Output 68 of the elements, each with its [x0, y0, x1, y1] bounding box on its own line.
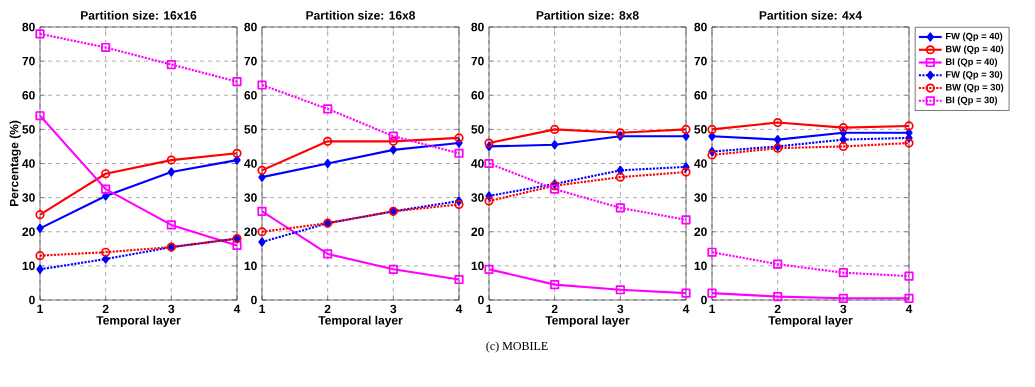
- y-tick-label: 50: [22, 125, 35, 134]
- y-tick-label: 60: [244, 91, 257, 100]
- x-tick-label: 4: [233, 304, 241, 313]
- y-tick-label: 60: [471, 91, 484, 100]
- x-tick-label: 1: [486, 304, 493, 313]
- chart-title: Partition size: 4x4: [759, 10, 863, 20]
- y-tick-label: 80: [244, 22, 257, 32]
- y-tick-label: 70: [22, 56, 35, 66]
- y-axis-title: Percentage (%): [9, 120, 21, 207]
- y-tick-label: 30: [244, 193, 257, 202]
- legend-label: BW (Qp = 30): [946, 83, 1004, 93]
- y-tick-label: 20: [22, 227, 35, 237]
- y-tick-label: 70: [694, 56, 707, 66]
- x-tick-label: 2: [551, 304, 558, 314]
- y-tick-label: 40: [471, 159, 484, 168]
- y-tick-label: 30: [22, 193, 35, 202]
- x-tick-label: 1: [259, 304, 266, 313]
- x-tick-label: 3: [390, 304, 397, 314]
- legend-label: FW (Qp = 30): [946, 70, 1003, 80]
- y-tick-label: 60: [22, 91, 35, 100]
- y-tick-label: 10: [471, 261, 484, 271]
- y-tick-label: 30: [694, 193, 707, 202]
- y-tick-label: 10: [694, 261, 707, 271]
- y-tick-label: 10: [244, 261, 257, 271]
- x-tick-label: 3: [840, 304, 847, 314]
- y-tick-label: 0: [701, 295, 707, 305]
- y-tick-label: 20: [244, 227, 257, 237]
- legend-label: FW (Qp = 40): [946, 32, 1003, 42]
- x-axis-title: Temporal layer: [96, 315, 181, 327]
- y-tick-label: 40: [22, 159, 35, 168]
- x-tick-label: 4: [905, 304, 913, 313]
- y-tick-label: 0: [251, 295, 257, 305]
- y-tick-label: 80: [694, 22, 707, 32]
- y-tick-label: 20: [694, 227, 707, 237]
- x-axis-title: Temporal layer: [545, 315, 630, 327]
- y-tick-label: 0: [478, 295, 484, 305]
- x-tick-label: 4: [455, 304, 463, 313]
- text: (c) MOBILE: [486, 341, 548, 353]
- x-tick-label: 3: [617, 304, 624, 314]
- x-axis-title: Temporal layer: [768, 315, 853, 327]
- legend-label: BI (Qp = 40): [946, 58, 998, 67]
- x-tick-label: 1: [37, 304, 44, 313]
- x-tick-label: 1: [709, 304, 716, 313]
- x-axis-title: Temporal layer: [318, 315, 403, 327]
- legend-label: BW (Qp = 40): [946, 45, 1004, 55]
- y-tick-label: 70: [471, 56, 484, 66]
- y-tick-label: 30: [471, 193, 484, 202]
- x-tick-label: 2: [324, 304, 331, 314]
- x-tick-label: 2: [774, 304, 781, 314]
- y-tick-label: 20: [471, 227, 484, 237]
- y-tick-label: 50: [471, 125, 484, 134]
- y-tick-label: 80: [471, 22, 484, 32]
- y-tick-label: 40: [694, 159, 707, 168]
- legend-label: BI (Qp = 30): [946, 96, 998, 106]
- y-tick-label: 10: [22, 261, 35, 271]
- x-tick-label: 2: [102, 304, 109, 314]
- x-tick-label: 4: [682, 304, 690, 313]
- y-tick-label: 40: [244, 159, 257, 168]
- y-tick-label: 70: [244, 56, 257, 66]
- chart-title: Partition size: 8x8: [536, 10, 639, 20]
- chart-title: Partition size: 16x16: [81, 10, 197, 20]
- y-tick-label: 50: [694, 125, 707, 134]
- x-tick-label: 3: [168, 304, 175, 314]
- y-tick-label: 60: [694, 91, 707, 100]
- y-tick-label: 50: [244, 125, 257, 134]
- y-tick-label: 80: [22, 22, 35, 32]
- chart-title: Partition size: 16x8: [306, 10, 416, 20]
- y-tick-label: 0: [29, 295, 35, 305]
